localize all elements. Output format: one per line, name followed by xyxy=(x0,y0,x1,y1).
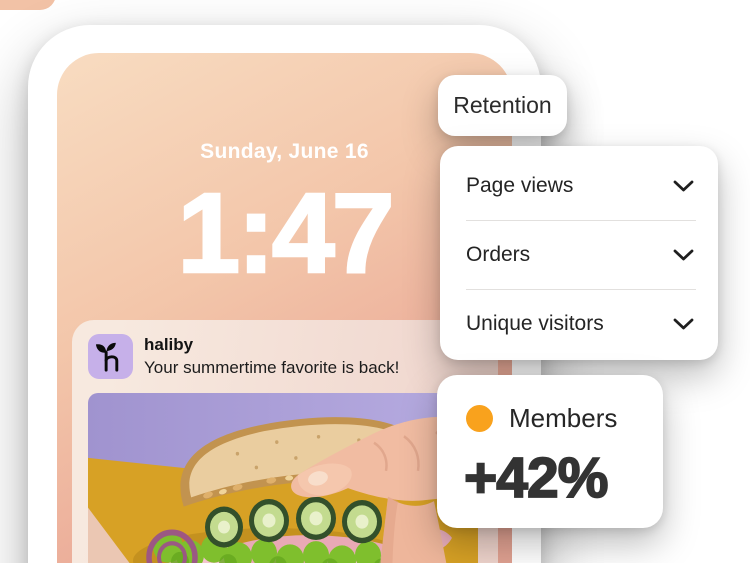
phone-lock-screen: Sunday, June 16 1:47 haliby Your s xyxy=(57,53,512,563)
notification-app-name: haliby xyxy=(144,335,194,355)
lock-screen-date: Sunday, June 16 xyxy=(200,140,369,163)
metrics-dropdown-card: Page views Orders Unique visitors xyxy=(440,146,718,360)
notification-message: Your summertime favorite is back! xyxy=(144,357,400,377)
notification-text-block: haliby Your summertime favorite is back! xyxy=(144,334,399,378)
metric-label: Page views xyxy=(466,174,574,197)
notification-header: haliby Your summertime favorite is back! xyxy=(72,320,498,379)
chevron-down-icon[interactable] xyxy=(673,180,694,192)
sprout-h-logo-icon xyxy=(95,342,119,372)
metric-label: Orders xyxy=(466,243,531,266)
notification-card[interactable]: haliby Your summertime favorite is back! xyxy=(72,320,498,563)
divider xyxy=(466,289,696,290)
metric-label: Unique visitors xyxy=(466,312,604,335)
haliby-app-icon xyxy=(88,334,133,379)
background-accent-shape xyxy=(0,0,56,10)
metric-row-page-views[interactable]: Page views xyxy=(440,152,718,220)
members-header-row: Members xyxy=(466,403,663,434)
members-value: +42% xyxy=(463,446,609,510)
metric-row-orders[interactable]: Orders xyxy=(440,221,718,289)
divider xyxy=(466,220,696,221)
chevron-down-icon[interactable] xyxy=(673,318,694,330)
lock-screen-clock: 1:47 xyxy=(176,170,396,296)
orange-dot xyxy=(466,405,493,432)
metric-row-unique-visitors[interactable]: Unique visitors xyxy=(440,290,718,358)
sandwich-illustration xyxy=(88,393,478,563)
members-label: Members xyxy=(509,403,618,433)
chevron-down-icon[interactable] xyxy=(673,249,694,261)
retention-chip-label: Retention xyxy=(453,92,552,118)
retention-chip[interactable]: Retention xyxy=(438,75,567,136)
sandwich-photo xyxy=(88,393,478,563)
members-stat-card: Members +42% xyxy=(437,375,663,528)
